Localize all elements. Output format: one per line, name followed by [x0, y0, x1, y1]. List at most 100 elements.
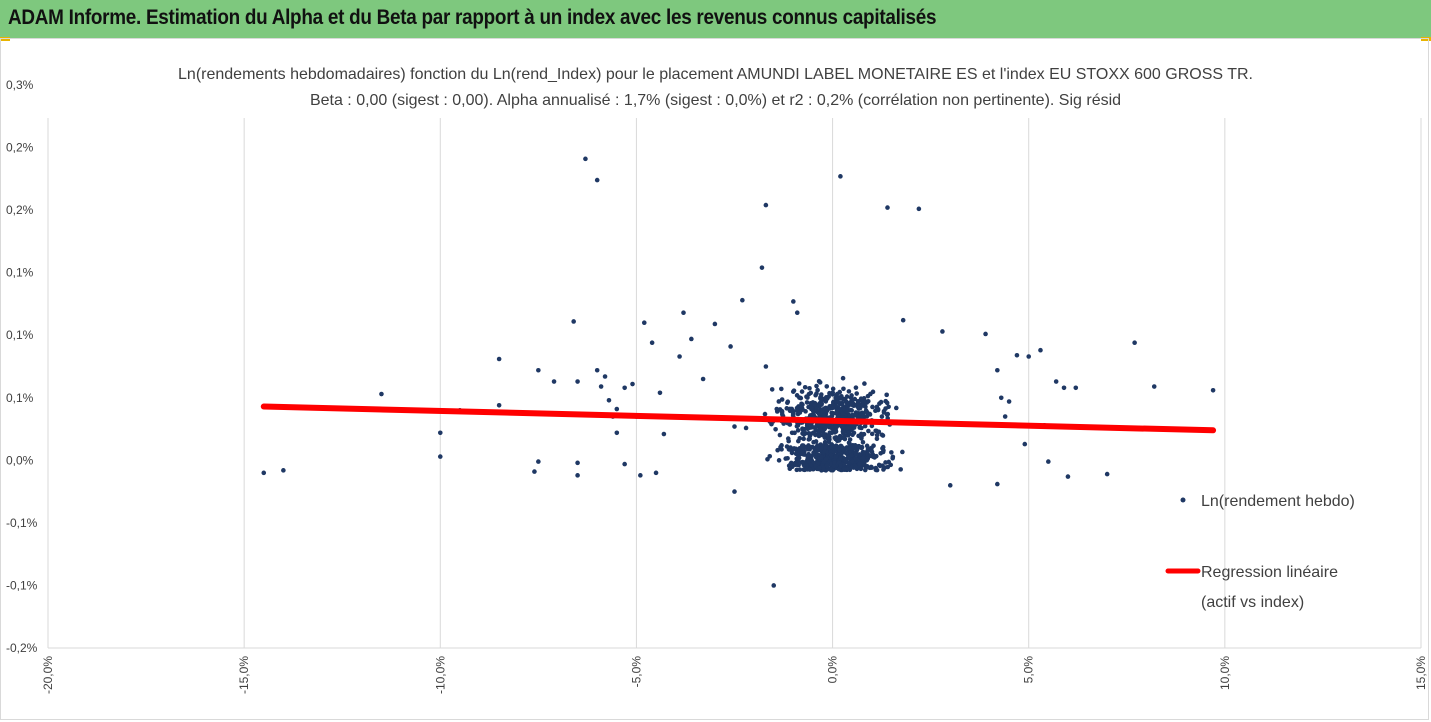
legend-label-regression: Regression linéaire: [1201, 564, 1338, 581]
data-point: [763, 202, 769, 208]
data-point: [844, 450, 849, 455]
data-point: [832, 460, 837, 465]
chart-title-line1: Ln(rendements hebdomadaires) fonction du…: [178, 66, 1253, 83]
chart-title-line2: Beta : 0,00 (sigest : 0,00). Alpha annua…: [309, 92, 1122, 109]
data-point: [804, 394, 809, 399]
data-point: [779, 386, 784, 392]
data-point: [878, 399, 884, 405]
data-point: [661, 431, 667, 437]
data-point: [799, 401, 804, 407]
data-point: [831, 403, 836, 409]
data-point: [824, 463, 830, 469]
data-point: [859, 434, 864, 439]
data-point: [767, 453, 773, 459]
data-point: [777, 432, 783, 438]
legend-label-scatter: Ln(rendement hebdo): [1201, 493, 1355, 510]
data-point: [815, 443, 820, 448]
data-point: [866, 428, 871, 434]
y-tick-label: 0,2%: [6, 141, 34, 155]
chart-area: [0, 38, 1429, 720]
data-point: [783, 456, 789, 461]
y-tick-label: 0,1%: [6, 266, 34, 280]
data-point: [817, 380, 823, 385]
data-point: [712, 321, 718, 327]
data-point: [811, 439, 816, 445]
data-point: [571, 319, 576, 324]
data-point: [614, 406, 620, 412]
data-point: [838, 463, 843, 469]
data-point: [1061, 385, 1067, 391]
data-point: [809, 453, 815, 459]
banner-title: ADAM Informe. Estimation du Alpha et du …: [8, 6, 937, 29]
data-point: [759, 265, 765, 270]
data-point: [1038, 347, 1043, 353]
data-point: [630, 381, 635, 387]
data-point: [869, 431, 875, 437]
data-point: [791, 299, 796, 304]
data-point: [900, 317, 906, 323]
data-point: [837, 447, 842, 453]
data-point: [797, 467, 803, 472]
data-point: [998, 395, 1004, 401]
data-point: [860, 455, 866, 461]
data-point: [870, 404, 875, 410]
data-point: [575, 473, 580, 478]
data-point: [1002, 414, 1008, 419]
data-point: [871, 443, 876, 448]
data-point: [858, 466, 864, 472]
data-point: [808, 400, 813, 406]
data-point: [583, 156, 588, 162]
data-point: [776, 458, 782, 463]
data-point: [606, 397, 612, 403]
y-tick-label: 0,2%: [6, 203, 34, 217]
data-point: [819, 396, 824, 401]
data-point: [824, 443, 829, 448]
data-point: [862, 461, 867, 466]
data-point: [778, 444, 783, 450]
data-point: [864, 457, 870, 463]
data-point: [1151, 384, 1157, 389]
data-point: [800, 445, 806, 451]
data-point: [838, 174, 843, 179]
data-point: [437, 430, 443, 436]
data-point: [532, 469, 537, 474]
data-point: [838, 456, 843, 461]
y-tick-label: 0,3%: [6, 78, 34, 92]
data-point: [831, 463, 837, 469]
data-point: [808, 390, 814, 396]
data-point: [894, 405, 899, 411]
data-point: [849, 464, 855, 470]
data-point: [890, 455, 895, 461]
data-point: [898, 467, 903, 472]
data-point: [795, 449, 801, 454]
data-point: [622, 461, 627, 467]
data-point: [841, 386, 846, 392]
data-point: [834, 391, 840, 397]
data-point: [867, 465, 873, 471]
data-point: [839, 394, 844, 399]
data-point: [813, 463, 818, 469]
data-point: [849, 393, 854, 398]
data-point: [792, 430, 797, 436]
data-point: [779, 397, 785, 402]
data-point: [840, 411, 845, 417]
banner-corner-left: [0, 37, 10, 41]
data-point: [857, 424, 863, 430]
data-point: [816, 430, 822, 436]
data-point: [828, 467, 834, 473]
data-point: [798, 395, 804, 401]
data-point: [773, 426, 778, 432]
y-tick-label: 0,1%: [6, 391, 34, 405]
y-tick-label: 0,0%: [6, 453, 34, 467]
data-point: [832, 444, 838, 449]
data-point: [800, 431, 805, 436]
data-point: [1065, 474, 1071, 479]
banner-corner-right: [1421, 37, 1431, 41]
data-point: [622, 385, 627, 391]
data-point: [865, 445, 871, 451]
x-tick-label: 5,0%: [1022, 656, 1036, 684]
data-point: [883, 460, 888, 465]
data-point: [732, 424, 737, 429]
data-point: [732, 489, 737, 494]
data-point: [437, 454, 443, 459]
